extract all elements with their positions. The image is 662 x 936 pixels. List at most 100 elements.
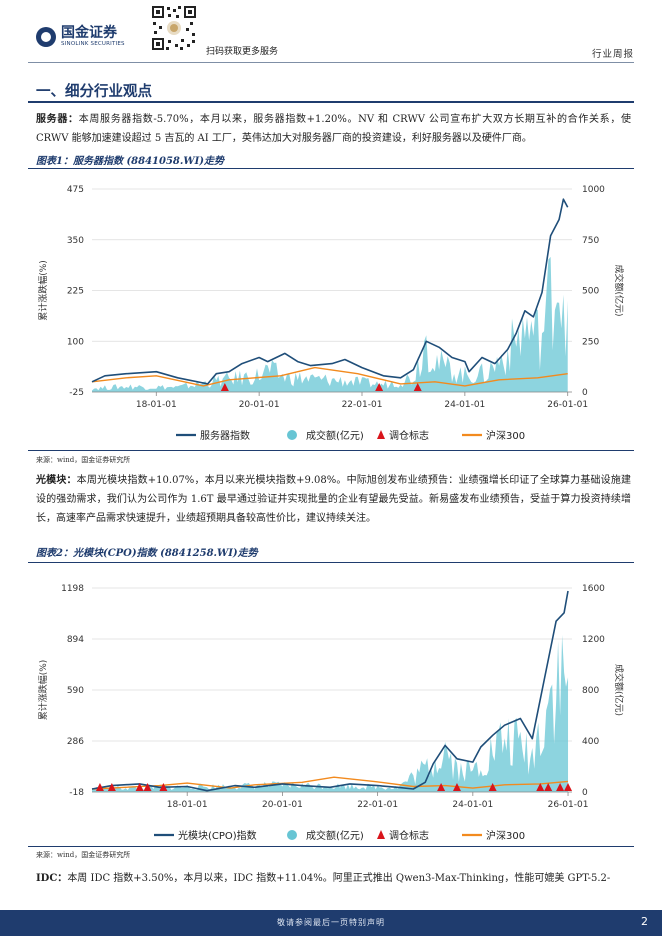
chart2-adjust-marker: [452, 783, 461, 791]
chart1-index-line: [91, 198, 569, 385]
chart1-y-tick-label: 475: [67, 185, 84, 195]
chart1-x-tick-label: 18-01-01: [136, 400, 177, 410]
chart1-y-tick-label: 100: [67, 337, 84, 347]
chart1-legend-adjust: 调仓标志: [377, 429, 429, 442]
chart1-legend-index-label: 服务器指数: [200, 429, 250, 442]
page-footer: 敬请参阅最后一页特别声明 2: [0, 910, 662, 936]
chart2-y2-tick-label: 1600: [582, 584, 605, 594]
optical-text: 本周光模块指数+10.07%，本月以来光模块指数+9.08%。中际旭创发布业绩预…: [36, 475, 632, 524]
chart2-legend-hs300: 沪深300: [462, 829, 525, 842]
chart2-adjust-marker: [159, 783, 168, 791]
chart1-y2-tick-label: 0: [582, 388, 588, 398]
chart2-adjust-marker: [488, 783, 497, 791]
optical-lead: 光模块：: [36, 475, 77, 486]
chart1-y2label: 成交额(亿元): [613, 264, 625, 316]
server-index-chart: 475 350 225 100 -25 1000 750 500 250 0 累计涨跌幅(%) 成交额…: [37, 185, 625, 442]
chart1-legend-adjust-label: 调仓标志: [389, 429, 429, 442]
chart2-adjust-marker: [437, 783, 446, 791]
chart1-adjust-marker: [220, 383, 229, 391]
chart2-legend-volume-label: 成交额(亿元): [306, 829, 364, 842]
chart2-hs300-line: [91, 776, 569, 790]
chart1-y2-tick-label: 250: [582, 337, 599, 347]
chart1-legend-index: 服务器指数: [176, 429, 250, 442]
chart2-adjust-marker: [544, 783, 553, 791]
chart1-legend-adjust-swatch: [377, 430, 385, 439]
chart1-x-tick-label: 24-01-01: [444, 400, 485, 410]
figure1-source: 来源：wind，国金证券研究所: [36, 456, 131, 464]
chart2-index-line: [91, 590, 569, 792]
chart1-y2-tick-label: 750: [582, 236, 599, 246]
figure2-source: 来源：wind，国金证券研究所: [36, 851, 131, 859]
chart2-adjust-marker: [143, 783, 152, 791]
chart2-legend-adjust: 调仓标志: [377, 829, 429, 842]
chart2-adjust-marker: [107, 783, 116, 791]
chart2-x-tick-label: 18-01-01: [167, 800, 208, 810]
chart1-adjust-marker: [375, 383, 384, 391]
chart1-volume-area: [92, 256, 568, 392]
logo-icon: [36, 26, 56, 47]
idc-paragraph: IDC：本周 IDC 指数+3.50%，本月以来，IDC 指数+11.04%。阿…: [36, 869, 631, 888]
chart1-hs300-line: [91, 366, 568, 387]
chart1-y2-tick-label: 1000: [582, 185, 605, 195]
chart1-legend-hs300-label: 沪深300: [486, 429, 525, 442]
qr-caption: 扫码获取更多服务: [206, 47, 279, 57]
idc-lead: IDC：: [36, 873, 68, 884]
chart2-legend-volume: 成交额(亿元): [287, 829, 364, 842]
chart1-legend-hs300: 沪深300: [462, 429, 525, 442]
chart1-y2-tick-label: 500: [582, 287, 599, 297]
chart2-y2-tick-label: 0: [582, 788, 588, 798]
figure1-bottom-rule: [28, 450, 634, 451]
chart2-legend-hs300-label: 沪深300: [486, 829, 525, 842]
chart1-y-tick-label: 350: [67, 236, 84, 246]
chart2-y-tick-label: 894: [67, 635, 84, 645]
chart1-y-tick-label: -25: [69, 388, 84, 398]
chart2-legend-index-label: 光模块(CPO)指数: [178, 829, 257, 842]
chart2-y2-tick-label: 800: [582, 686, 599, 696]
chart1-adjust-marker: [413, 383, 422, 391]
chart1-x-tick-label: 22-01-01: [342, 400, 383, 410]
figure2-rule: [28, 562, 634, 563]
server-text: 本周服务器指数-5.70%，本月以来，服务器指数+1.20%。NV 和 CRWV…: [36, 114, 631, 144]
chart2-legend-adjust-label: 调仓标志: [389, 829, 429, 842]
chart2-ylabel: 累计涨跌幅(%): [37, 660, 49, 721]
chart1-legend-volume-swatch: [287, 430, 297, 440]
figure2-bottom-rule: [28, 846, 634, 847]
chart2-adjust-marker: [556, 783, 565, 791]
chart1-legend-volume-label: 成交额(亿元): [306, 429, 364, 442]
report-type: 行业周报: [591, 49, 634, 60]
header-divider: [28, 62, 634, 63]
section-divider: [28, 101, 634, 103]
chart2-x-tick-label: 26-01-01: [548, 800, 589, 810]
chart2-y-tick-label: 286: [67, 737, 84, 747]
company-logo: 国金证券 SINOLINK SECURITIES: [36, 26, 125, 48]
chart1-legend-volume: 成交额(亿元): [287, 429, 364, 442]
figure1-title: 图表1：服务器指数 (8841058.WI)走势: [36, 156, 224, 167]
logo-cn: 国金证券: [61, 25, 117, 41]
logo-en: SINOLINK SECURITIES: [61, 41, 125, 47]
optical-paragraph: 光模块：本周光模块指数+10.07%，本月以来光模块指数+9.08%。中际旭创发…: [36, 471, 631, 528]
chart2-x-tick-label: 20-01-01: [262, 800, 303, 810]
idc-text: 本周 IDC 指数+3.50%，本月以来，IDC 指数+11.04%。阿里正式推…: [67, 873, 611, 884]
chart2-adjust-marker: [95, 783, 104, 791]
chart2-y2label: 成交额(亿元): [613, 664, 625, 716]
server-lead: 服务器：: [36, 114, 79, 125]
chart2-y-tick-label: -18: [69, 788, 84, 798]
chart2-adjust-marker: [536, 783, 545, 791]
chart1-x-tick-label: 20-01-01: [239, 400, 280, 410]
chart2-volume-area: [92, 635, 569, 792]
optical-module-index-chart: 1198 894 590 286 -18 1600 1200 800 400 0 累计涨跌幅(%) 成…: [37, 584, 625, 842]
page-header: 国金证券 SINOLINK SECURITIES 扫码获取更多服务 行业周报: [0, 0, 662, 63]
chart2-y-tick-label: 1198: [61, 584, 84, 594]
footer-disclaimer: 敬请参阅最后一页特别声明: [277, 918, 385, 927]
chart2-y-tick-label: 590: [67, 686, 84, 696]
server-paragraph: 服务器：本周服务器指数-5.70%，本月以来，服务器指数+1.20%。NV 和 …: [36, 110, 631, 148]
figure1-rule: [28, 168, 634, 169]
chart2-x-tick-label: 22-01-01: [357, 800, 398, 810]
chart2-legend-adjust-swatch: [377, 830, 385, 839]
page-number: 2: [641, 915, 648, 928]
chart2-adjust-marker: [564, 783, 573, 791]
chart1-y-tick-label: 225: [67, 287, 84, 297]
chart2-legend-volume-swatch: [287, 830, 297, 840]
qr-code-icon[interactable]: [150, 4, 198, 52]
chart1-ylabel: 累计涨跌幅(%): [37, 260, 49, 321]
